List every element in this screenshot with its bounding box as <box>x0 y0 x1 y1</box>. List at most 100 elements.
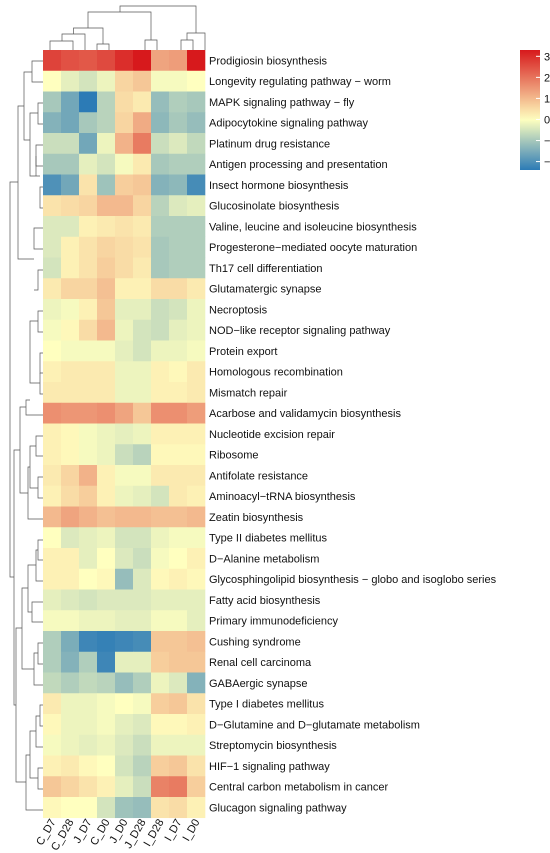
row-label-type-ii-diabetes-mellitus: Type II diabetes mellitus <box>209 533 328 545</box>
heatmap-cell-i-d7-th17-cell-differentiation <box>169 257 188 279</box>
heatmap-cell-i-d7-homologous-recombination <box>169 361 188 383</box>
heatmap-cell-j-d0-nod-like-receptor-signaling-pathway <box>115 319 134 341</box>
heatmap-cell-i-d28-mismatch-repair <box>151 382 170 404</box>
heatmap-cell-j-d28-adipocytokine-signaling-pathway <box>133 112 152 134</box>
heatmap-cell-i-d0-glycosphingolipid-biosynthesis-globo-and-isoglobo-series <box>187 568 206 590</box>
heatmap-cell-c-d0-acarbose-and-validamycin-biosynthesis <box>97 402 116 424</box>
heatmap-cell-c-d0-fatty-acid-biosynthesis <box>97 589 116 611</box>
heatmap-cell-c-d7-necroptosis <box>43 299 62 321</box>
heatmap-cell-c-d28-streptomycin-biosynthesis <box>61 734 80 756</box>
heatmap-cell-i-d28-hif-1-signaling-pathway <box>151 755 170 777</box>
heatmap-cell-i-d28-antigen-processing-and-presentation <box>151 153 170 175</box>
heatmap-cell-i-d28-aminoacyl-trna-biosynthesis <box>151 485 170 507</box>
heatmap-cell-j-d0-glycosphingolipid-biosynthesis-globo-and-isoglobo-series <box>115 568 134 590</box>
heatmap-cell-i-d7-prodigiosin-biosynthesis <box>169 50 188 72</box>
row-label-cushing-syndrome: Cushing syndrome <box>209 636 301 648</box>
heatmap-cell-j-d7-zeatin-biosynthesis <box>79 506 98 528</box>
heatmap-cell-i-d7-gabaergic-synapse <box>169 672 188 694</box>
row-label-antigen-processing-and-presentation: Antigen processing and presentation <box>209 159 388 171</box>
heatmap-cell-c-d28-fatty-acid-biosynthesis <box>61 589 80 611</box>
heatmap-cell-c-d28-th17-cell-differentiation <box>61 257 80 279</box>
heatmap-cell-j-d28-glucagon-signaling-pathway <box>133 797 152 819</box>
heatmap-cell-i-d0-progesterone-mediated-oocyte-maturation <box>187 236 206 258</box>
heatmap-cell-j-d28-platinum-drug-resistance <box>133 133 152 155</box>
heatmap-cell-i-d0-insect-hormone-biosynthesis <box>187 174 206 196</box>
heatmap-cell-j-d0-longevity-regulating-pathway-worm <box>115 70 134 92</box>
heatmap-cell-c-d28-nod-like-receptor-signaling-pathway <box>61 319 80 341</box>
heatmap-cell-i-d28-primary-immunodeficiency <box>151 610 170 632</box>
heatmap-cell-c-d7-acarbose-and-validamycin-biosynthesis <box>43 402 62 424</box>
heatmap-cell-j-d28-renal-cell-carcinoma <box>133 651 152 673</box>
heatmap-cell-i-d7-d-glutamine-and-d-glutamate-metabolism <box>169 714 188 736</box>
heatmap-cell-i-d28-gabaergic-synapse <box>151 672 170 694</box>
heatmap-cell-c-d28-primary-immunodeficiency <box>61 610 80 632</box>
heatmap-cell-i-d7-adipocytokine-signaling-pathway <box>169 112 188 134</box>
heatmap-cell-i-d7-ribosome <box>169 444 188 466</box>
heatmap-cell-i-d28-necroptosis <box>151 299 170 321</box>
heatmap-cell-i-d0-acarbose-and-validamycin-biosynthesis <box>187 402 206 424</box>
heatmap-cell-c-d28-insect-hormone-biosynthesis <box>61 174 80 196</box>
heatmap-cell-c-d7-ribosome <box>43 444 62 466</box>
heatmap-cell-c-d28-antigen-processing-and-presentation <box>61 153 80 175</box>
heatmap-cell-c-d28-platinum-drug-resistance <box>61 133 80 155</box>
heatmap-cell-i-d0-nucleotide-excision-repair <box>187 423 206 445</box>
column-label-i-d0: I_D0 <box>181 817 203 843</box>
heatmap-cell-i-d28-renal-cell-carcinoma <box>151 651 170 673</box>
heatmap-cell-j-d0-necroptosis <box>115 299 134 321</box>
heatmap-cell-j-d7-glucagon-signaling-pathway <box>79 797 98 819</box>
heatmap-cell-i-d28-fatty-acid-biosynthesis <box>151 589 170 611</box>
heatmap-cell-j-d28-acarbose-and-validamycin-biosynthesis <box>133 402 152 424</box>
heatmap-cell-j-d28-aminoacyl-trna-biosynthesis <box>133 485 152 507</box>
heatmap-cell-c-d0-gabaergic-synapse <box>97 672 116 694</box>
heatmap-cell-c-d7-nucleotide-excision-repair <box>43 423 62 445</box>
heatmap-cell-i-d7-d-alanine-metabolism <box>169 548 188 570</box>
heatmap-cell-c-d0-glutamatergic-synapse <box>97 278 116 300</box>
heatmap-cell-c-d28-longevity-regulating-pathway-worm <box>61 70 80 92</box>
heatmap-cell-j-d7-necroptosis <box>79 299 98 321</box>
legend-tick-label: 1 <box>544 93 550 105</box>
heatmap-cell-i-d0-type-i-diabetes-mellitus <box>187 693 206 715</box>
heatmap-cell-i-d28-nod-like-receptor-signaling-pathway <box>151 319 170 341</box>
heatmap-cell-i-d28-type-i-diabetes-mellitus <box>151 693 170 715</box>
heatmap-cell-c-d7-glycosphingolipid-biosynthesis-globo-and-isoglobo-series <box>43 568 62 590</box>
heatmap-cell-i-d28-streptomycin-biosynthesis <box>151 734 170 756</box>
heatmap-cell-c-d7-nod-like-receptor-signaling-pathway <box>43 319 62 341</box>
row-label-glutamatergic-synapse: Glutamatergic synapse <box>209 284 322 296</box>
heatmap-cell-i-d0-glutamatergic-synapse <box>187 278 206 300</box>
heatmap-cell-j-d28-nod-like-receptor-signaling-pathway <box>133 319 152 341</box>
heatmap-cell-j-d28-d-glutamine-and-d-glutamate-metabolism <box>133 714 152 736</box>
heatmap-cell-i-d28-cushing-syndrome <box>151 631 170 653</box>
heatmap-cell-c-d28-gabaergic-synapse <box>61 672 80 694</box>
heatmap-cell-i-d7-renal-cell-carcinoma <box>169 651 188 673</box>
row-label-d-alanine-metabolism: D−Alanine metabolism <box>209 553 319 565</box>
heatmap-cell-j-d28-glycosphingolipid-biosynthesis-globo-and-isoglobo-series <box>133 568 152 590</box>
heatmap-cell-j-d28-zeatin-biosynthesis <box>133 506 152 528</box>
heatmap-cell-j-d7-streptomycin-biosynthesis <box>79 734 98 756</box>
heatmap-cell-i-d7-cushing-syndrome <box>169 631 188 653</box>
heatmap-cell-j-d28-cushing-syndrome <box>133 631 152 653</box>
heatmap-cell-i-d7-glutamatergic-synapse <box>169 278 188 300</box>
heatmap-cell-j-d0-acarbose-and-validamycin-biosynthesis <box>115 402 134 424</box>
heatmap-cell-c-d0-adipocytokine-signaling-pathway <box>97 112 116 134</box>
heatmap-cell-j-d7-glutamatergic-synapse <box>79 278 98 300</box>
heatmap-cell-c-d28-type-ii-diabetes-mellitus <box>61 527 80 549</box>
heatmap-cell-j-d7-d-glutamine-and-d-glutamate-metabolism <box>79 714 98 736</box>
heatmap-cell-c-d28-glucagon-signaling-pathway <box>61 797 80 819</box>
heatmap-cell-c-d28-acarbose-and-validamycin-biosynthesis <box>61 402 80 424</box>
heatmap-cell-j-d7-central-carbon-metabolism-in-cancer <box>79 776 98 798</box>
heatmap-cell-j-d28-gabaergic-synapse <box>133 672 152 694</box>
heatmap-cell-i-d7-type-ii-diabetes-mellitus <box>169 527 188 549</box>
heatmap-cell-j-d0-cushing-syndrome <box>115 631 134 653</box>
heatmap-cell-c-d28-type-i-diabetes-mellitus <box>61 693 80 715</box>
heatmap-cell-j-d0-glucosinolate-biosynthesis <box>115 195 134 217</box>
color-legend: 3 2 1 0 −1 −2 <box>520 50 550 170</box>
heatmap-cell-j-d7-acarbose-and-validamycin-biosynthesis <box>79 402 98 424</box>
row-label-streptomycin-biosynthesis: Streptomycin biosynthesis <box>209 740 337 752</box>
heatmap-cell-j-d28-antigen-processing-and-presentation <box>133 153 152 175</box>
heatmap-cell-c-d0-homologous-recombination <box>97 361 116 383</box>
heatmap-cell-j-d7-valine-leucine-and-isoleucine-biosynthesis <box>79 216 98 238</box>
heatmap-cell-j-d7-antigen-processing-and-presentation <box>79 153 98 175</box>
heatmap-cell-c-d28-hif-1-signaling-pathway <box>61 755 80 777</box>
heatmap-cell-c-d7-type-i-diabetes-mellitus <box>43 693 62 715</box>
heatmap-cell-j-d7-mapk-signaling-pathway-fly <box>79 91 98 113</box>
